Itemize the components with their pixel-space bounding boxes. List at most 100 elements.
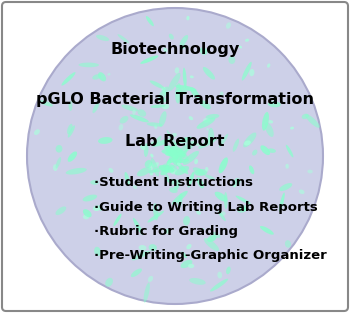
Ellipse shape (265, 122, 274, 137)
Ellipse shape (130, 114, 149, 122)
Ellipse shape (204, 140, 206, 142)
Ellipse shape (236, 196, 251, 204)
Ellipse shape (159, 111, 167, 127)
Ellipse shape (78, 63, 99, 67)
Ellipse shape (249, 69, 254, 76)
Ellipse shape (162, 104, 169, 109)
Ellipse shape (162, 90, 167, 95)
Ellipse shape (194, 159, 198, 164)
Ellipse shape (224, 192, 228, 209)
Ellipse shape (172, 146, 185, 156)
Ellipse shape (149, 244, 157, 251)
Ellipse shape (175, 83, 181, 104)
Ellipse shape (203, 67, 215, 80)
Ellipse shape (198, 138, 217, 149)
Ellipse shape (180, 44, 186, 49)
Ellipse shape (260, 226, 274, 235)
Ellipse shape (132, 251, 150, 260)
Ellipse shape (56, 145, 62, 153)
Ellipse shape (211, 232, 220, 238)
Ellipse shape (194, 169, 208, 176)
Ellipse shape (183, 68, 187, 88)
Ellipse shape (161, 87, 166, 90)
Ellipse shape (197, 118, 215, 129)
Ellipse shape (83, 195, 97, 202)
Ellipse shape (234, 178, 240, 185)
Ellipse shape (168, 179, 181, 185)
Ellipse shape (147, 122, 162, 126)
Ellipse shape (159, 97, 167, 102)
Ellipse shape (165, 152, 169, 156)
Ellipse shape (68, 125, 75, 138)
Ellipse shape (197, 177, 204, 188)
Ellipse shape (154, 165, 175, 172)
Ellipse shape (131, 269, 142, 277)
Ellipse shape (181, 252, 187, 258)
Text: ·Student Instructions: ·Student Instructions (93, 176, 253, 189)
Ellipse shape (199, 100, 211, 109)
Ellipse shape (118, 34, 129, 43)
Ellipse shape (167, 162, 170, 165)
Ellipse shape (204, 238, 219, 251)
Ellipse shape (305, 114, 320, 128)
Ellipse shape (203, 118, 210, 123)
Ellipse shape (139, 245, 147, 251)
Text: ·Guide to Writing Lab Reports: ·Guide to Writing Lab Reports (93, 201, 317, 213)
Ellipse shape (243, 132, 257, 147)
Ellipse shape (96, 35, 109, 41)
Text: Lab Report: Lab Report (125, 134, 225, 149)
Ellipse shape (92, 74, 101, 80)
Ellipse shape (267, 148, 276, 153)
Ellipse shape (53, 164, 58, 171)
Ellipse shape (98, 137, 112, 144)
Ellipse shape (158, 86, 169, 101)
Ellipse shape (148, 276, 153, 282)
Ellipse shape (83, 215, 89, 219)
Ellipse shape (237, 205, 248, 213)
Ellipse shape (166, 156, 172, 171)
Ellipse shape (168, 145, 171, 153)
Ellipse shape (168, 160, 171, 164)
Ellipse shape (183, 151, 199, 165)
Ellipse shape (93, 205, 101, 211)
Ellipse shape (218, 211, 226, 221)
Ellipse shape (163, 163, 177, 171)
Ellipse shape (105, 278, 113, 287)
Ellipse shape (181, 260, 192, 268)
Ellipse shape (262, 112, 269, 131)
Ellipse shape (208, 128, 214, 145)
Ellipse shape (169, 33, 174, 40)
Ellipse shape (145, 160, 152, 168)
Ellipse shape (299, 189, 304, 194)
Ellipse shape (61, 72, 76, 86)
Ellipse shape (140, 143, 145, 150)
Ellipse shape (94, 247, 101, 256)
Ellipse shape (290, 126, 294, 130)
Ellipse shape (186, 244, 191, 249)
Ellipse shape (267, 64, 270, 68)
Ellipse shape (219, 157, 228, 173)
Ellipse shape (171, 144, 178, 166)
Ellipse shape (175, 85, 197, 91)
Ellipse shape (170, 167, 174, 173)
Ellipse shape (252, 150, 257, 156)
Ellipse shape (165, 153, 186, 157)
Ellipse shape (207, 235, 217, 242)
Ellipse shape (161, 149, 183, 156)
Ellipse shape (177, 89, 187, 94)
Ellipse shape (234, 185, 237, 187)
Ellipse shape (232, 183, 236, 187)
Ellipse shape (150, 80, 164, 89)
Ellipse shape (175, 166, 189, 175)
Ellipse shape (199, 47, 208, 55)
Ellipse shape (208, 137, 212, 141)
Ellipse shape (150, 154, 154, 157)
Ellipse shape (242, 62, 252, 80)
Ellipse shape (99, 205, 102, 211)
Ellipse shape (167, 156, 180, 164)
Ellipse shape (229, 56, 235, 64)
Ellipse shape (67, 124, 72, 134)
Ellipse shape (215, 192, 228, 202)
Ellipse shape (39, 100, 53, 106)
Ellipse shape (147, 211, 164, 223)
